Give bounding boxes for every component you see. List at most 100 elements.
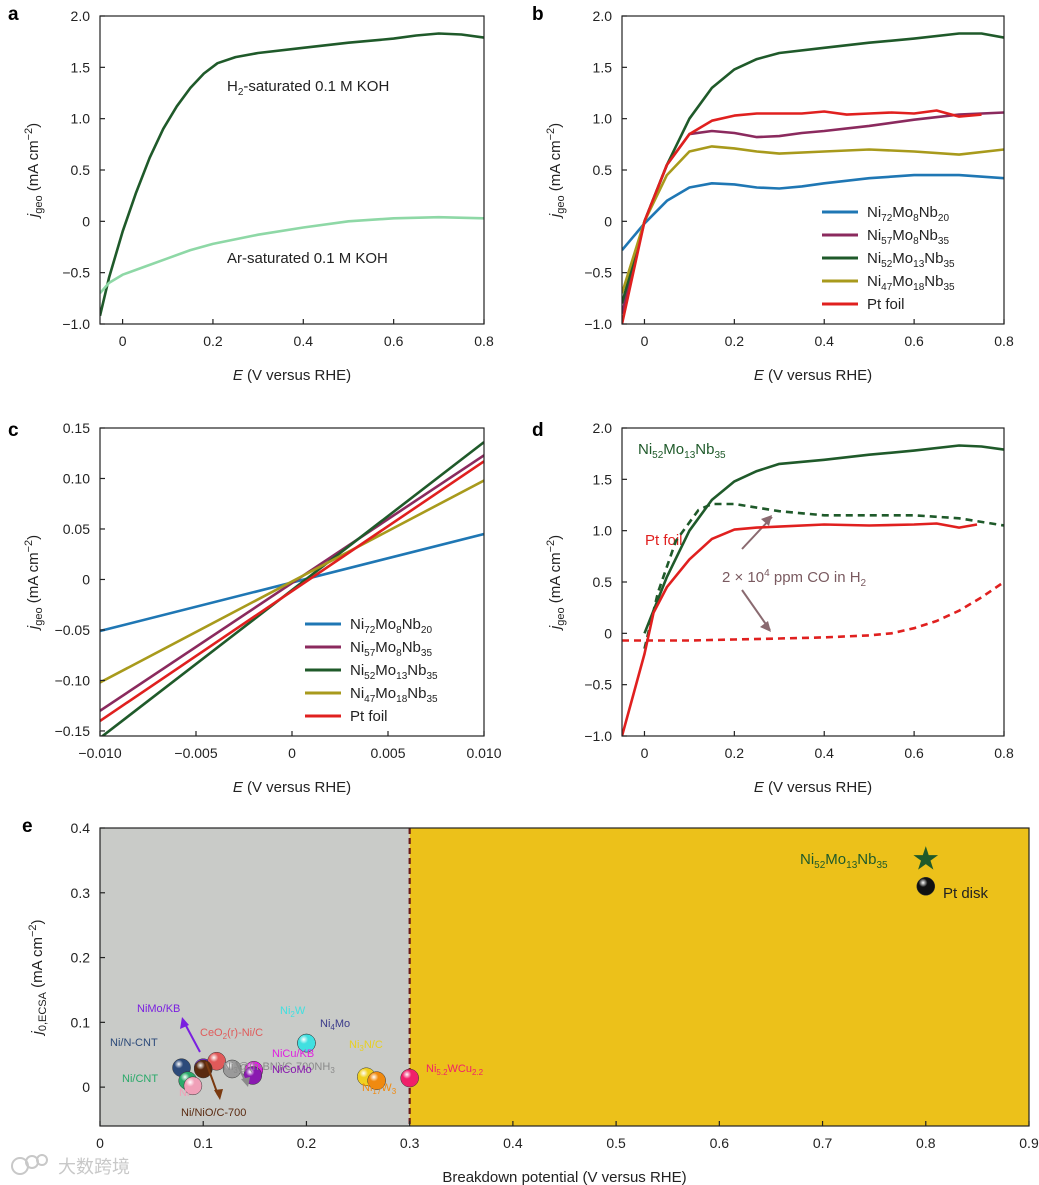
annotation-pt-foil: Pt foil xyxy=(645,532,683,549)
x-tick-label: 0.2 xyxy=(725,745,745,761)
x-axis-label: E (V versus RHE) xyxy=(233,367,351,384)
series-line-b-4 xyxy=(622,109,982,324)
y-tick-label: 0.5 xyxy=(593,162,613,178)
panel-label-d: d xyxy=(532,420,544,441)
panel-label-e: e xyxy=(22,816,33,837)
x-tick-label: 0.4 xyxy=(503,1135,523,1151)
panel-e-labels: Ni52Mo13Nb35 Pt disk NiMo/KB CeO2(r)-Ni/… xyxy=(110,851,989,1119)
x-tick-label: 0.6 xyxy=(904,745,924,761)
x-tick-label: 0.8 xyxy=(994,333,1014,349)
y-tick-label: −1.0 xyxy=(62,316,90,332)
y-tick-label: 2.0 xyxy=(71,8,91,24)
annotation-ar-saturated: Ar-saturated 0.1 M KOH xyxy=(227,250,388,267)
x-tick-label: −0.010 xyxy=(78,745,121,761)
panel-label-a: a xyxy=(8,4,19,25)
x-tick-label: 0.8 xyxy=(994,745,1014,761)
series-line-c-1 xyxy=(100,454,484,712)
arrow-nimo xyxy=(183,1021,201,1053)
series-line-d-2 xyxy=(622,522,978,736)
y-tick-label: 1.0 xyxy=(71,111,91,127)
scatter-point xyxy=(400,1068,419,1088)
annotation-h2-saturated: H2-saturated 0.1 M KOH xyxy=(227,78,389,98)
series-line-a-1 xyxy=(100,215,484,295)
watermark-logo-icon xyxy=(36,1154,48,1166)
x-tick-label: 0.6 xyxy=(710,1135,730,1151)
scatter-point xyxy=(367,1071,386,1090)
x-tick-label: 0.2 xyxy=(297,1135,317,1151)
label-ni2w: Ni2W xyxy=(280,1005,306,1019)
panel-a: 0 0.2 0.4 0.6 0.8 −1.0 −0.5 0 0.5 1.0 1.5 2.0 E (V v… xyxy=(23,8,494,384)
x-tick-label: 0.4 xyxy=(294,333,314,349)
label-ni-cnt: Ni/CNT xyxy=(122,1073,158,1085)
x-tick-label: 0 xyxy=(288,745,296,761)
y-tick-label: 1.5 xyxy=(593,59,613,75)
y-tick-label: 0 xyxy=(604,625,612,641)
panel-e: 0 0.1 0.2 0.3 0.4 0.5 0.6 0.7 0.8 0.9 0 0.1 0.2 0.3 0.… xyxy=(27,820,1039,1185)
y-tick-label: 1.5 xyxy=(71,59,91,75)
panel-c: −0.010 −0.005 0 0.005 0.010 −0.15 −0.10 −0.05 0 0… xyxy=(23,420,502,796)
plot-frame-b xyxy=(621,15,1005,325)
arrow-head-icon xyxy=(241,1077,250,1087)
y-tick-label: 0.1 xyxy=(71,1014,91,1030)
x-tick-label: 0.7 xyxy=(813,1135,833,1151)
legend-entry: Ni52Mo13Nb35 xyxy=(350,662,438,682)
y-tick-label: −1.0 xyxy=(584,316,612,332)
legend-entry: Ni72Mo8Nb20 xyxy=(350,616,432,636)
y-tick-label: 0.5 xyxy=(71,162,91,178)
x-tick-label: 0.2 xyxy=(725,333,745,349)
y-tick-label: −0.5 xyxy=(584,677,612,693)
legend-entry: Ni52Mo13Nb35 xyxy=(867,250,955,270)
series-line-c-4 xyxy=(100,460,484,722)
x-axis-label: E (V versus RHE) xyxy=(754,367,872,384)
y-axis-label: jgeo (mA cm−2) xyxy=(545,123,567,219)
y-tick-label: 2.0 xyxy=(593,420,613,436)
scatter-point xyxy=(916,877,936,896)
panel-label-b: b xyxy=(532,4,544,25)
panel-b: 0 0.2 0.4 0.6 0.8 −1.0 −0.5 0 0.5 1.0 1.5 2.0 E (V v… xyxy=(545,8,1014,384)
series-line-c-3 xyxy=(100,479,484,684)
annotation-co: 2 × 104 ppm CO in H2 xyxy=(722,568,867,589)
legend-entry: Ni72Mo8Nb20 xyxy=(867,204,949,224)
y-tick-label: 1.0 xyxy=(593,523,613,539)
x-tick-label: 0.6 xyxy=(904,333,924,349)
region-1 xyxy=(409,828,1030,1126)
x-tick-label: 0 xyxy=(641,333,649,349)
y-tick-label: −0.5 xyxy=(584,265,612,281)
x-tick-label: 0.010 xyxy=(466,745,501,761)
x-tick-label: 0.6 xyxy=(384,333,404,349)
y-tick-label: 0 xyxy=(82,571,90,587)
label-ni-nio: Ni/NiO/C-700 xyxy=(181,1107,246,1119)
y-tick-label: 0 xyxy=(82,213,90,229)
y-tick-label: 0.15 xyxy=(63,420,90,436)
label-ceo2: CeO2(r)-Ni/C xyxy=(200,1027,263,1041)
series-line-b-2 xyxy=(622,32,1004,304)
label-ni: Ni xyxy=(179,1087,189,1099)
plot-frame-a xyxy=(99,15,485,325)
legend-entry: Ni57Mo8Nb35 xyxy=(867,227,949,247)
x-axis-label: E (V versus RHE) xyxy=(754,779,872,796)
panel-d: 0 0.2 0.4 0.6 0.8 −1.0 −0.5 0 0.5 1.0 1.5 2.0 E (V v… xyxy=(545,420,1014,796)
legend-entry: Ni57Mo8Nb35 xyxy=(350,639,432,659)
watermark: 大数跨境 xyxy=(58,1157,130,1177)
label-nicomo: NiCoMo xyxy=(272,1064,312,1076)
label-ni-n-cnt: Ni/N-CNT xyxy=(110,1037,158,1049)
legend-entry: Pt foil xyxy=(867,296,905,313)
scatter-point xyxy=(183,1076,203,1096)
y-tick-label: 0.4 xyxy=(71,820,91,836)
series-line-b-0 xyxy=(622,173,1004,251)
y-axis-label: j0,ECSA (mA cm−2) xyxy=(27,919,49,1036)
x-tick-label: 0.8 xyxy=(916,1135,936,1151)
legend-entry: Ni47Mo18Nb35 xyxy=(867,273,955,293)
x-axis-label: Breakdown potential (V versus RHE) xyxy=(442,1169,686,1185)
y-tick-label: 1.5 xyxy=(593,471,613,487)
x-tick-label: 0 xyxy=(96,1135,104,1151)
series-line-b-3 xyxy=(622,145,1004,294)
arrow-head-icon xyxy=(760,621,771,632)
annotation-ni52mo13nb35: Ni52Mo13Nb35 xyxy=(638,441,726,461)
label-nimo-kb: NiMo/KB xyxy=(137,1003,180,1015)
x-tick-label: 0 xyxy=(641,745,649,761)
arrow-head-icon xyxy=(180,1017,189,1029)
panel-label-c: c xyxy=(8,420,19,441)
label-pt-disk: Pt disk xyxy=(943,885,989,902)
